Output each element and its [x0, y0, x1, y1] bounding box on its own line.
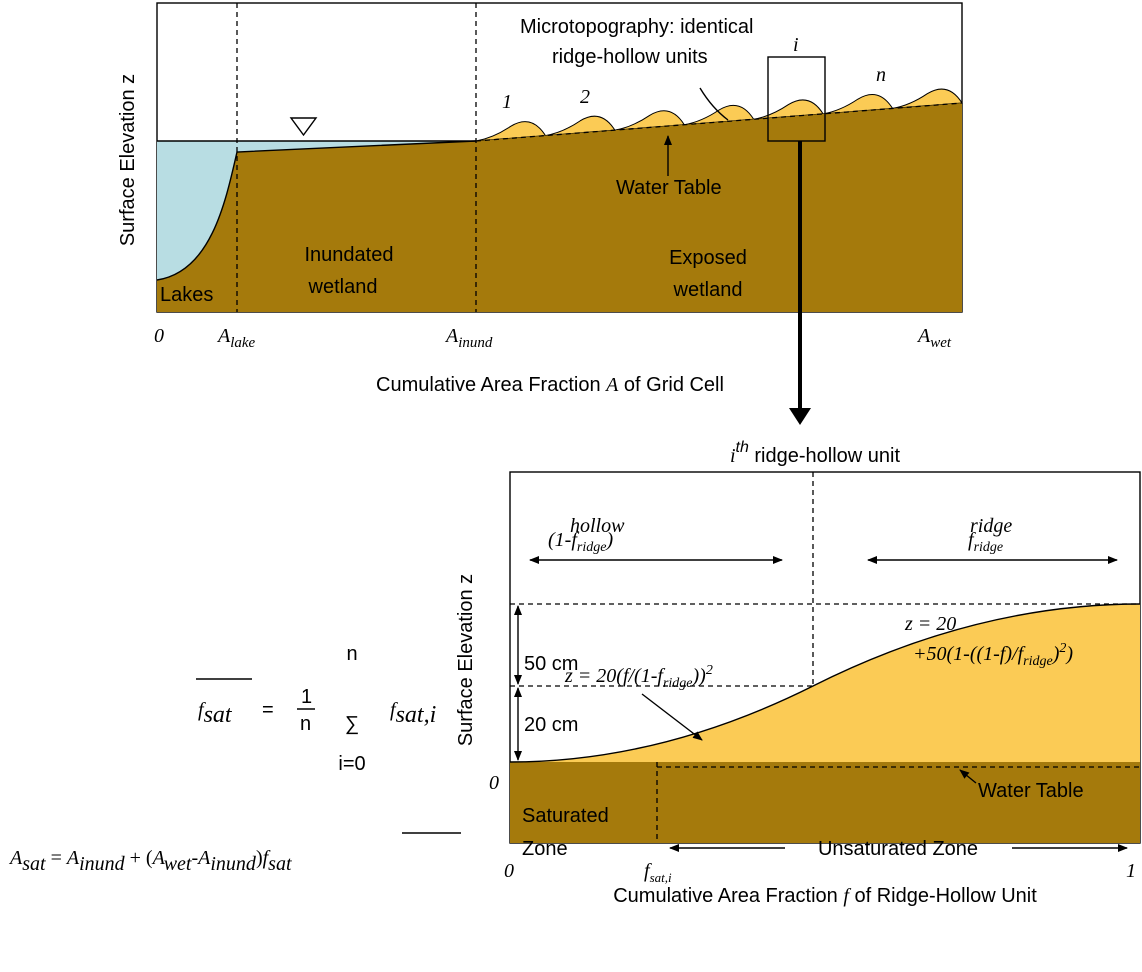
x-tick: fsat,i — [644, 860, 672, 885]
eq-part: n — [346, 643, 357, 665]
zoom-arrowhead — [789, 408, 811, 425]
eq-part: A — [8, 847, 23, 869]
eq-part: sat — [204, 702, 233, 728]
x-tick-sub: lake — [230, 335, 255, 351]
eq-part: i=0 — [338, 753, 365, 775]
diagram: Surface Elevation z Microtopography: ide… — [0, 0, 1142, 972]
zone-label: Lakes — [160, 284, 213, 306]
eq-part: = — [262, 699, 274, 721]
eq-part: A — [65, 847, 80, 869]
panel-title: ith ridge-hollow unit — [730, 439, 901, 467]
eq-part: + ( — [125, 847, 153, 869]
fraction-part: ridge — [577, 540, 607, 555]
zone-label: Zone — [522, 838, 568, 860]
a-sat-equation: Asat = Ainund + (Awet-Ainund)fsat — [8, 833, 461, 875]
eq-part: inund — [79, 853, 126, 875]
title-part: th — [736, 439, 749, 456]
fraction-part: ) — [605, 529, 613, 551]
hollow-label: hollow — [570, 515, 625, 537]
equation-part: )) — [692, 665, 707, 687]
ridge-equation: z = 20 — [904, 613, 956, 635]
title-part: ridge-hollow unit — [749, 445, 901, 467]
zone-label: Exposed — [669, 247, 747, 269]
mean-fsat-equation: fsat = 1 n n ∑ i=0 fsat,i — [196, 643, 436, 775]
annotation: Microtopography: identical — [520, 16, 753, 38]
x-label-part: of Ridge-Hollow Unit — [849, 885, 1037, 907]
eq-part: n — [300, 713, 311, 735]
unit-label: 2 — [580, 86, 590, 108]
zone-label: wetland — [673, 279, 743, 301]
eq-term: fsat — [198, 699, 233, 728]
eq-part: wet — [164, 853, 192, 875]
page: Ridge-hollow microtopography diagram { "… — [0, 0, 1142, 972]
y-tick: 0 — [489, 772, 499, 794]
x-tick-sub: sat,i — [650, 870, 672, 885]
x-tick: Alake — [216, 325, 256, 351]
equation-part: 2 — [1059, 641, 1066, 656]
water-table-label: Water Table — [616, 177, 722, 199]
equation-part: 2 — [706, 663, 713, 678]
water-table-label: Water Table — [978, 780, 1084, 802]
fraction-part: ridge — [974, 540, 1004, 555]
x-label-part: of Grid Cell — [618, 374, 724, 396]
ridge-label: ridge — [970, 515, 1012, 537]
x-tick: 1 — [1126, 860, 1136, 882]
unit-label: i — [793, 34, 799, 56]
x-tick: Awet — [916, 325, 952, 351]
eq-part: sat — [22, 853, 46, 875]
x-tick: 0 — [504, 860, 514, 882]
x-label-part: Cumulative Area Fraction — [376, 374, 606, 396]
equation-part: ridge — [1023, 654, 1053, 669]
x-label: Cumulative Area Fraction A of Grid Cell — [376, 374, 724, 396]
x-label: Cumulative Area Fraction f of Ridge-Holl… — [613, 885, 1037, 907]
x-tick-sub: inund — [458, 335, 493, 351]
eq-part: ) — [256, 847, 263, 869]
zone-label: wetland — [308, 276, 378, 298]
x-label-part: A — [604, 374, 619, 396]
equation-part: ridge — [663, 676, 693, 691]
x-tick-base: A — [216, 325, 231, 347]
body: Surface Elevation z Microtopography: ide… — [0, 0, 1142, 972]
x-tick: Ainund — [444, 325, 493, 351]
unit-label: 1 — [502, 91, 512, 113]
height-label: 20 cm — [524, 714, 578, 736]
equation-part: z = 20(f/(1-f — [564, 665, 665, 687]
eq-part: - — [191, 847, 198, 869]
unit-label: n — [876, 64, 886, 86]
eq-part: 1 — [301, 686, 312, 708]
eq-part: sat — [268, 853, 292, 875]
eq-term: fsat,i — [390, 699, 436, 728]
saturated-soil — [510, 762, 1140, 843]
y-label: Surface Elevation z — [455, 574, 477, 746]
zone-label: Unsaturated Zone — [818, 838, 978, 860]
zone-label: Saturated — [522, 805, 609, 827]
equation-part: +50(1-((1-f)/f — [913, 643, 1026, 665]
y-label: Surface Elevation z — [117, 74, 139, 246]
eq-part: ∑ — [345, 713, 359, 735]
zone-label: Inundated — [305, 244, 394, 266]
x-label-part: Cumulative Area Fraction — [613, 885, 843, 907]
annotation: ridge-hollow units — [552, 46, 708, 68]
x-tick: 0 — [154, 325, 164, 347]
equation-part: ) — [1065, 643, 1073, 665]
eq-part: sat,i — [396, 702, 437, 728]
x-tick-sub: wet — [930, 335, 952, 351]
x-tick-base: A — [916, 325, 931, 347]
eq-part: inund — [210, 853, 257, 875]
eq-part: = — [46, 847, 67, 869]
fraction-part: (1-f — [548, 529, 579, 551]
eq-term: Asat = Ainund + (Awet-Ainund)fsat — [8, 847, 292, 875]
x-tick-base: A — [444, 325, 459, 347]
eq-part: A — [196, 847, 211, 869]
